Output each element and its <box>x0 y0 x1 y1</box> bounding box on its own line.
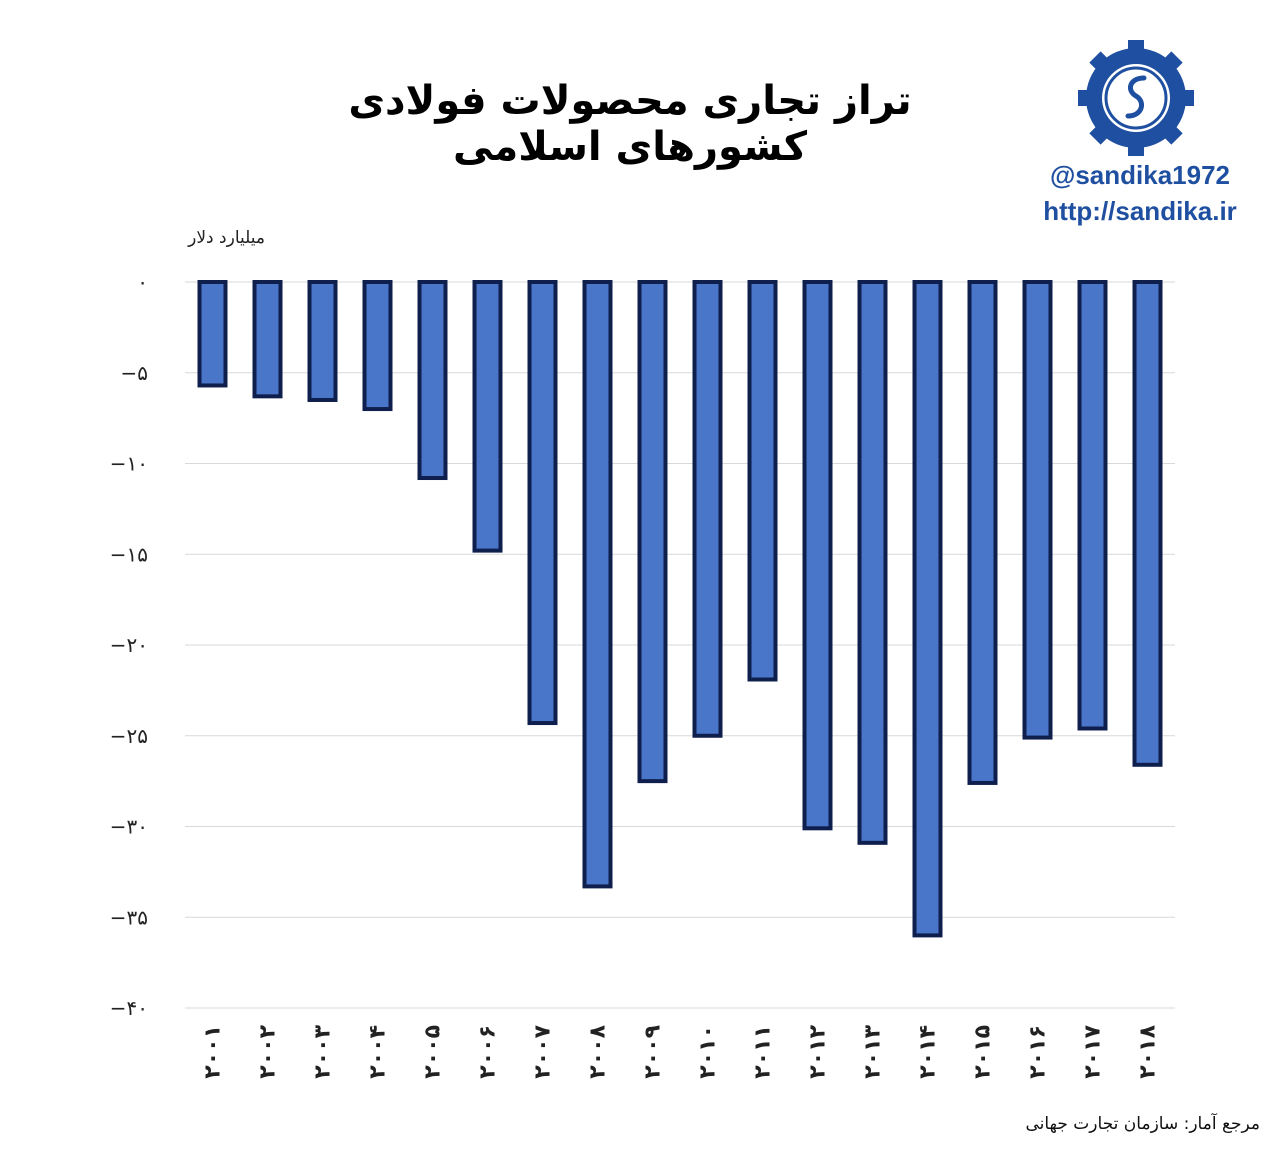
x-tick-label: ۲۰۱۸ <box>1136 1024 1161 1078</box>
x-tick-label: ۲۰۰۷ <box>531 1024 556 1078</box>
x-tick-label: ۲۰۱۲ <box>806 1024 831 1078</box>
x-tick-label: ۲۰۱۴ <box>916 1025 941 1079</box>
bar-11 <box>747 280 778 682</box>
x-tick-label: ۲۰۰۶ <box>476 1025 501 1079</box>
bar-4 <box>362 280 393 412</box>
bar-13 <box>857 280 888 845</box>
x-tick-label: ۲۰۱۳ <box>861 1024 886 1078</box>
y-tick-label: −۳۰ <box>110 815 148 839</box>
y-tick-label: −۵ <box>121 361 149 385</box>
y-tick-label: −۳۵ <box>110 905 148 929</box>
bar-5 <box>417 280 448 481</box>
x-tick-label: ۲۰۱۷ <box>1081 1024 1106 1078</box>
x-tick-label: ۲۰۱۵ <box>971 1025 996 1079</box>
social-handle[interactable]: @sandika1972 <box>1049 160 1231 190</box>
chart-title: تراز تجاری محصولات فولادی کشورهای اسلامی <box>348 78 912 170</box>
bar-17 <box>1077 280 1108 731</box>
x-tick-label: ۲۰۰۴ <box>366 1025 391 1079</box>
bar-7 <box>527 280 558 726</box>
x-tick-label: ۲۰۰۵ <box>421 1025 446 1079</box>
bar-2 <box>252 280 283 399</box>
x-tick-label: ۲۰۰۳ <box>311 1024 336 1078</box>
bar-18 <box>1132 280 1163 767</box>
bar-16 <box>1022 280 1053 740</box>
bar-8 <box>582 280 613 889</box>
x-tick-label: ۲۰۰۸ <box>586 1024 611 1078</box>
y-axis-label: میلیارد دلار <box>188 228 265 248</box>
y-tick-label: −۲۰ <box>110 633 148 657</box>
x-tick-label: ۲۰۱۰ <box>696 1025 721 1079</box>
x-tick-label: ۲۰۰۱ <box>201 1025 226 1079</box>
website-link[interactable]: http://sandika.ir <box>1043 196 1237 226</box>
x-tick-label: ۲۰۰۹ <box>641 1025 666 1079</box>
bar-15 <box>967 280 998 785</box>
y-tick-label: −۲۵ <box>110 724 148 748</box>
bar-10 <box>692 280 723 738</box>
source-note: مرجع آمار: سازمان تجارت جهانی <box>1025 1114 1260 1134</box>
y-tick-label: −۴۰ <box>110 996 148 1020</box>
bar-14 <box>912 280 943 938</box>
x-tick-label: ۲۰۱۶ <box>1026 1025 1051 1079</box>
x-tick-label: ۲۰۱۱ <box>751 1025 776 1079</box>
y-tick-label: −۱۰ <box>110 452 148 476</box>
bar-6 <box>472 280 503 553</box>
sandika-logo-icon <box>1078 40 1194 156</box>
bar-9 <box>637 280 668 784</box>
y-tick-label: ۰ <box>137 270 148 294</box>
bar-12 <box>802 280 833 831</box>
x-tick-label: ۲۰۰۲ <box>256 1024 281 1078</box>
y-tick-label: −۱۵ <box>110 542 148 566</box>
bar-1 <box>197 280 228 388</box>
bar-3 <box>307 280 338 402</box>
